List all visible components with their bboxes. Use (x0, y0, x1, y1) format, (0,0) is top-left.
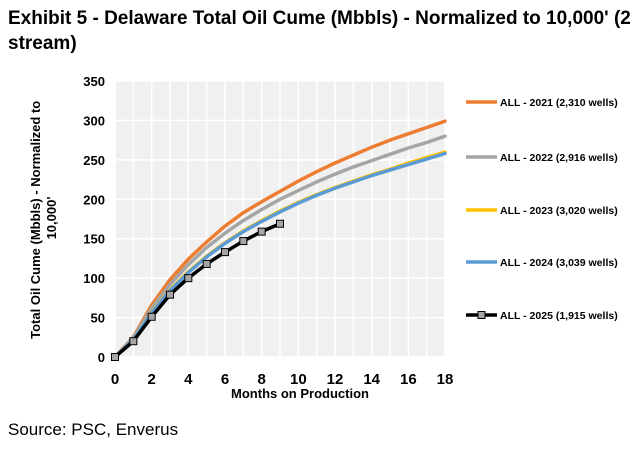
source-note: Source: PSC, Enverus (8, 420, 179, 439)
series-marker (111, 353, 119, 361)
y-tick-label: 350 (83, 74, 105, 89)
series-marker (202, 259, 211, 268)
x-tick-label: 18 (437, 371, 454, 388)
legend-marker (477, 311, 486, 319)
y-axis-label-line-2: 10,000' (44, 197, 59, 240)
legend-label: ALL - 2022 (2,916 wells) (500, 152, 618, 164)
x-tick-label: 10 (290, 371, 307, 388)
series-marker (221, 248, 229, 257)
series-marker (129, 337, 138, 346)
x-tick-label: 2 (147, 371, 155, 388)
x-tick-labels: 0 2 4 6 8 10 12 14 16 18 (111, 371, 454, 388)
chart-title: Exhibit 5 - Delaware Total Oil Cume (Mbb… (8, 8, 631, 54)
series-line-1 (113, 119, 447, 359)
y-tick-label: 300 (83, 113, 105, 128)
legend-label: ALL - 2021 (2,310 wells) (500, 97, 618, 109)
y-tick-label: 50 (91, 311, 105, 326)
series-marker (147, 312, 156, 321)
y-tick-label: 0 (98, 350, 105, 365)
legend-label: ALL - 2023 (3,020 wells) (500, 205, 618, 217)
series-marker (166, 290, 174, 299)
series-marker (276, 219, 284, 228)
y-tick-label: 250 (83, 153, 105, 168)
series-marker (257, 227, 266, 236)
y-tick-label: 150 (83, 232, 105, 247)
series-group (111, 119, 447, 361)
legend-label: ALL - 2024 (3,039 wells) (500, 257, 618, 269)
y-tick-label: 100 (83, 271, 105, 286)
legend: ALL - 2021 (2,310 wells) ALL - 2022 (2,91… (466, 97, 618, 322)
x-tick-label: 0 (111, 371, 119, 388)
y-axis-label: Total Oil Cume (Mbbls) - Normalized to 1… (28, 97, 59, 339)
legend-label: ALL - 2025 (1,915 wells) (500, 310, 618, 322)
x-tick-label: 4 (184, 371, 193, 388)
series-line-2 (113, 134, 447, 359)
y-tick-labels: 0 50 100 150 200 250 300 350 (83, 74, 105, 365)
series-marker (184, 274, 193, 283)
x-tick-label: 14 (363, 371, 380, 388)
x-tick-label: 16 (400, 371, 417, 388)
x-tick-label: 12 (327, 371, 344, 388)
series-line-5 (113, 221, 282, 359)
y-tick-label: 200 (83, 192, 105, 207)
x-tick-label: 8 (257, 371, 265, 388)
y-axis-label-line-1: Total Oil Cume (Mbbls) - Normalized to (28, 101, 43, 339)
series-marker (239, 237, 248, 246)
x-tick-label: 6 (221, 371, 229, 388)
x-axis-label: Months on Production (231, 386, 369, 401)
